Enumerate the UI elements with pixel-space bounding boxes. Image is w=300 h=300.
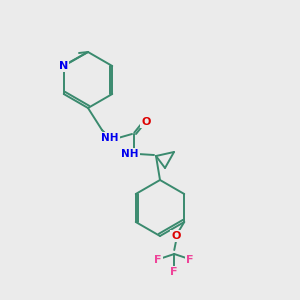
- Text: F: F: [187, 255, 194, 265]
- Text: F: F: [170, 267, 178, 277]
- Text: F: F: [154, 255, 162, 265]
- Text: NH: NH: [121, 149, 139, 159]
- Text: N: N: [59, 61, 68, 71]
- Text: O: O: [172, 231, 181, 241]
- Text: O: O: [141, 117, 151, 127]
- Text: NH: NH: [101, 133, 119, 143]
